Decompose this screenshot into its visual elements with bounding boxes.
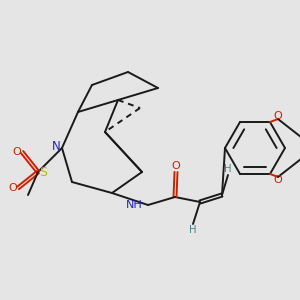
Text: S: S — [39, 166, 47, 178]
Text: NH: NH — [126, 200, 143, 210]
Text: O: O — [13, 147, 21, 157]
Text: H: H — [189, 225, 197, 235]
Text: N: N — [52, 140, 60, 152]
Text: H: H — [224, 164, 232, 174]
Text: O: O — [172, 161, 180, 171]
Text: O: O — [274, 111, 282, 121]
Text: O: O — [274, 175, 282, 185]
Text: O: O — [9, 183, 17, 193]
